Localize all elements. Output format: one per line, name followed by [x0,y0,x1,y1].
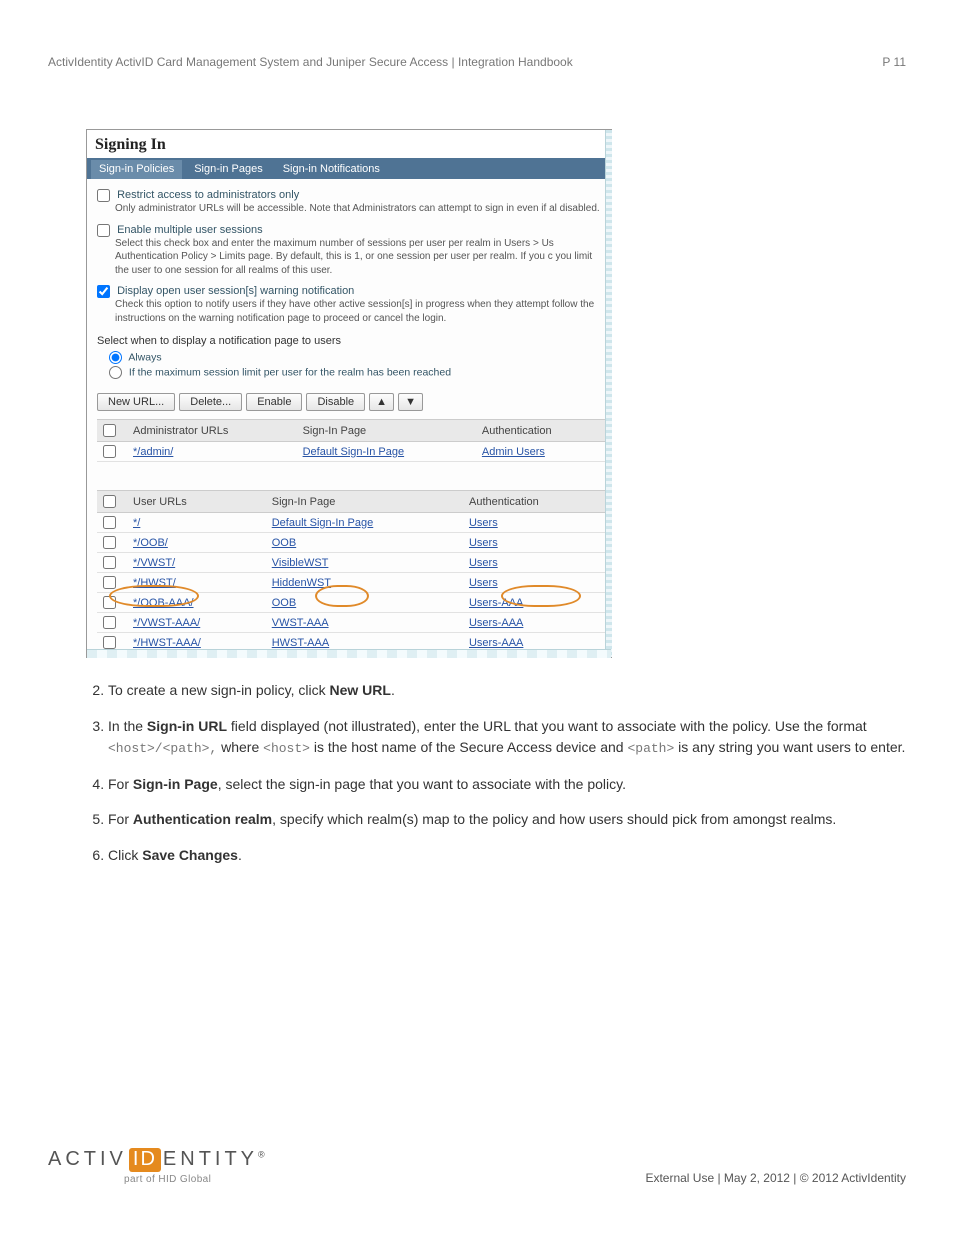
step-2: To create a new sign-in policy, click Ne… [108,680,906,702]
url-link[interactable]: */VWST-AAA/ [133,617,200,629]
table-row: */ Default Sign-In Page Users [97,513,605,533]
tab-sign-in-policies[interactable]: Sign-in Policies [91,160,182,179]
row-checkbox[interactable] [103,516,116,529]
row-checkbox[interactable] [103,636,116,649]
footer-text: External Use | May 2, 2012 | © 2012 Acti… [645,1171,906,1185]
move-up-button[interactable]: ▲ [369,393,394,411]
restrict-admin-checkbox[interactable] [97,189,110,202]
row-checkbox[interactable] [103,596,116,609]
user-select-all-checkbox[interactable] [103,495,116,508]
notify-limit-radio[interactable] [109,366,122,379]
signing-in-panel: Signing In Sign-in Policies Sign-in Page… [86,129,612,658]
url-link[interactable]: */admin/ [133,446,173,458]
warning-notification-checkbox[interactable] [97,285,110,298]
admin-col-auth: Authentication [476,420,605,442]
page-link[interactable]: Default Sign-In Page [303,446,405,458]
restrict-admin-label: Restrict access to administrators only [117,189,299,201]
auth-link[interactable]: Users [469,537,498,549]
page-link[interactable]: OOB [272,537,296,549]
logo-subtitle: part of HID Global [124,1174,211,1185]
panel-tabs: Sign-in Policies Sign-in Pages Sign-in N… [87,158,611,179]
auth-link[interactable]: Users [469,557,498,569]
step-6: Click Save Changes. [108,845,906,867]
page-link[interactable]: HiddenWST [272,577,331,589]
auth-link[interactable]: Users [469,517,498,529]
step-3: In the Sign-in URL field displayed (not … [108,716,906,760]
notify-heading: Select when to display a notification pa… [97,335,605,347]
auth-link[interactable]: Users [469,577,498,589]
row-checkbox[interactable] [103,536,116,549]
tab-sign-in-pages[interactable]: Sign-in Pages [186,160,271,179]
table-row: */VWST/VisibleWST Users [97,553,605,573]
torn-edge-right [605,130,612,657]
auth-link[interactable]: Users-AAA [469,597,523,609]
delete-button[interactable]: Delete... [179,393,242,411]
warning-notification-desc: Check this option to notify users if the… [115,298,605,325]
table-row: */OOB-AAA/OOB Users-AAA [97,593,605,613]
row-checkbox[interactable] [103,445,116,458]
multiple-sessions-checkbox[interactable] [97,224,110,237]
table-row: */HWST/HiddenWST Users [97,573,605,593]
table-row: */admin/ Default Sign-In Page Admin User… [97,442,605,462]
tab-sign-in-notifications[interactable]: Sign-in Notifications [275,160,388,179]
url-link[interactable]: */OOB-AAA/ [133,597,194,609]
admin-urls-table: Administrator URLs Sign-In Page Authenti… [97,419,605,490]
user-col-urls: User URLs [127,491,266,513]
multiple-sessions-label: Enable multiple user sessions [117,224,263,236]
user-col-page: Sign-In Page [266,491,463,513]
disable-button[interactable]: Disable [306,393,365,411]
notify-limit-label: If the maximum session limit per user fo… [129,366,451,378]
page-link[interactable]: OOB [272,597,296,609]
auth-link[interactable]: Admin Users [482,446,545,458]
user-col-auth: Authentication [463,491,605,513]
new-url-button[interactable]: New URL... [97,393,175,411]
doc-title: ActivIdentity ActivID Card Management Sy… [48,55,573,69]
url-link[interactable]: */HWST/ [133,577,176,589]
user-urls-table: User URLs Sign-In Page Authentication */… [97,490,605,653]
url-link[interactable]: */ [133,517,140,529]
step-4: For Sign-in Page, select the sign-in pag… [108,774,906,796]
row-checkbox[interactable] [103,616,116,629]
page-link[interactable]: Default Sign-In Page [272,517,374,529]
page-link[interactable]: HWST-AAA [272,637,329,649]
multiple-sessions-desc: Select this check box and enter the maxi… [115,237,605,278]
auth-link[interactable]: Users-AAA [469,637,523,649]
page-number: P 11 [882,55,906,69]
restrict-admin-desc: Only administrator URLs will be accessib… [115,202,605,216]
url-link[interactable]: */OOB/ [133,537,168,549]
table-row: */OOB/OOB Users [97,533,605,553]
auth-link[interactable]: Users-AAA [469,617,523,629]
notify-always-radio[interactable] [109,351,122,364]
notify-always-label: Always [128,351,161,363]
url-link[interactable]: */HWST-AAA/ [133,637,201,649]
row-checkbox[interactable] [103,556,116,569]
row-checkbox[interactable] [103,576,116,589]
torn-edge-bottom [87,649,611,658]
panel-title: Signing In [87,130,611,158]
url-link[interactable]: */VWST/ [133,557,175,569]
admin-select-all-checkbox[interactable] [103,424,116,437]
move-down-button[interactable]: ▼ [398,393,423,411]
page-link[interactable]: VWST-AAA [272,617,329,629]
admin-col-urls: Administrator URLs [127,420,297,442]
step-5: For Authentication realm, specify which … [108,809,906,831]
admin-col-page: Sign-In Page [297,420,476,442]
warning-notification-label: Display open user session[s] warning not… [117,285,354,297]
table-row: */VWST-AAA/VWST-AAA Users-AAA [97,613,605,633]
instruction-list: To create a new sign-in policy, click Ne… [84,680,906,867]
page-link[interactable]: VisibleWST [272,557,329,569]
enable-button[interactable]: Enable [246,393,302,411]
activ-identity-logo: ACTIVIDENTITY® part of HID Global [48,1148,265,1185]
